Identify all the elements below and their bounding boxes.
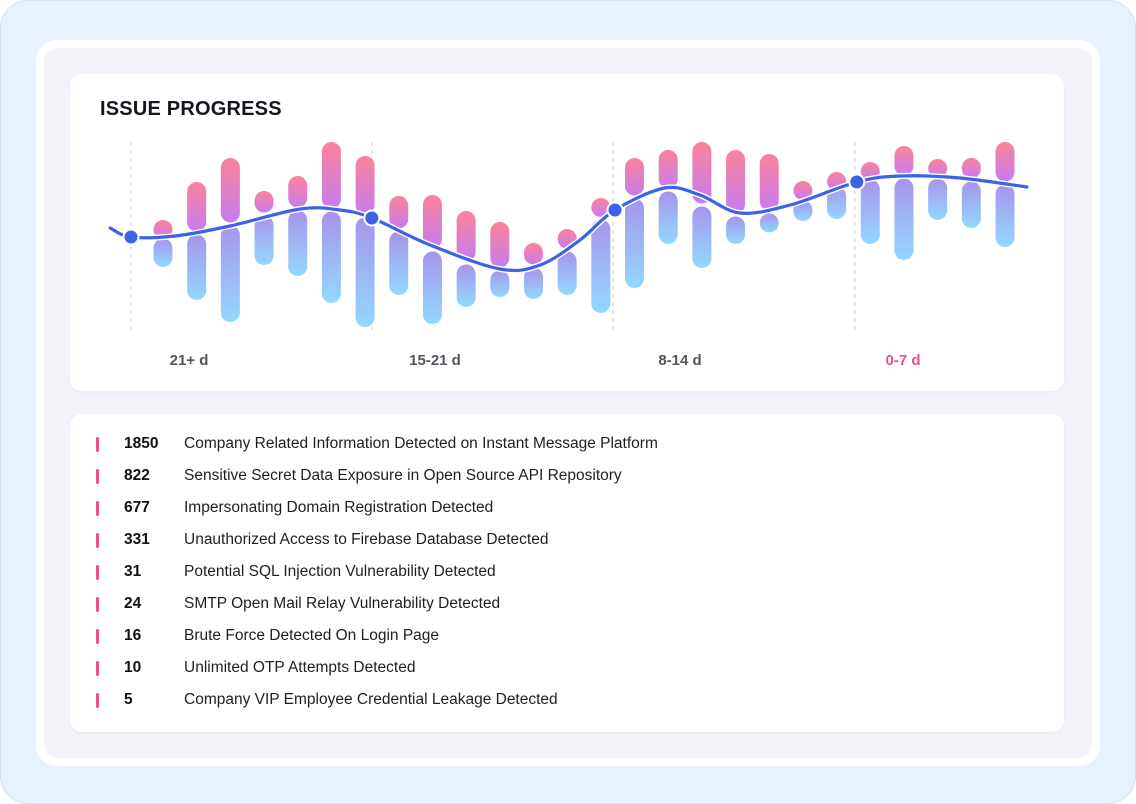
issue-label: Sensitive Secret Data Exposure in Open S…	[184, 467, 622, 484]
severity-marker	[96, 532, 99, 548]
issue-list-item[interactable]: 822 Sensitive Secret Data Exposure in Ope…	[96, 466, 622, 486]
severity-marker	[96, 596, 99, 612]
x-label-15-21[interactable]: 15-21 d	[409, 352, 461, 369]
severity-marker	[96, 436, 99, 452]
issue-label: Company Related Information Detected on …	[184, 435, 658, 452]
x-label-21plus[interactable]: 21+ d	[169, 352, 209, 369]
issue-count: 16	[124, 627, 142, 644]
issue-label: Brute Force Detected On Login Page	[184, 627, 440, 644]
issue-list-item[interactable]: 31 Potential SQL Injection Vulnerability …	[96, 562, 496, 582]
x-label-0-7[interactable]: 0-7 d	[885, 352, 921, 369]
issue-count: 10	[124, 659, 142, 676]
severity-marker	[96, 500, 99, 516]
issue-list-item[interactable]: 5 Company VIP Employee Credential Leakage…	[96, 690, 558, 710]
issue-label: Potential SQL Injection Vulnerability De…	[184, 563, 496, 580]
issue-count: 1850	[124, 435, 159, 452]
issue-label: Impersonating Domain Registration Detect…	[184, 499, 494, 516]
issue-progress-card: ISSUE PROGRESS	[70, 74, 1064, 391]
issue-list-item[interactable]: 10 Unlimited OTP Attempts Detected	[96, 658, 415, 678]
issue-count: 822	[124, 467, 150, 484]
issue-label: Company VIP Employee Credential Leakage …	[184, 691, 558, 708]
severity-marker	[96, 628, 99, 644]
issue-list-item[interactable]: 24 SMTP Open Mail Relay Vulnerability Det…	[96, 594, 500, 614]
severity-marker	[96, 564, 99, 580]
issue-list-item[interactable]: 677 Impersonating Domain Registration Det…	[96, 498, 493, 518]
issue-list-item[interactable]: 16 Brute Force Detected On Login Page	[96, 626, 439, 646]
x-label-8-14[interactable]: 8-14 d	[658, 352, 702, 369]
issue-label: Unlimited OTP Attempts Detected	[184, 659, 416, 676]
issue-count: 677	[124, 499, 150, 516]
issue-label: Unauthorized Access to Firebase Database…	[184, 531, 549, 548]
issue-count: 331	[124, 531, 150, 548]
severity-marker	[96, 660, 99, 676]
issue-label: SMTP Open Mail Relay Vulnerability Detec…	[184, 595, 501, 612]
issue-list-card	[70, 414, 1064, 732]
chart-title: ISSUE PROGRESS	[100, 98, 282, 120]
issue-list-item[interactable]: 331 Unauthorized Access to Firebase Datab…	[96, 530, 548, 550]
issue-count: 24	[124, 595, 142, 612]
issue-list-item[interactable]: 1850 Company Related Information Detected…	[96, 434, 658, 454]
severity-marker	[96, 692, 99, 708]
issue-count: 5	[124, 691, 133, 708]
severity-marker	[96, 468, 99, 484]
issue-count: 31	[124, 563, 142, 580]
